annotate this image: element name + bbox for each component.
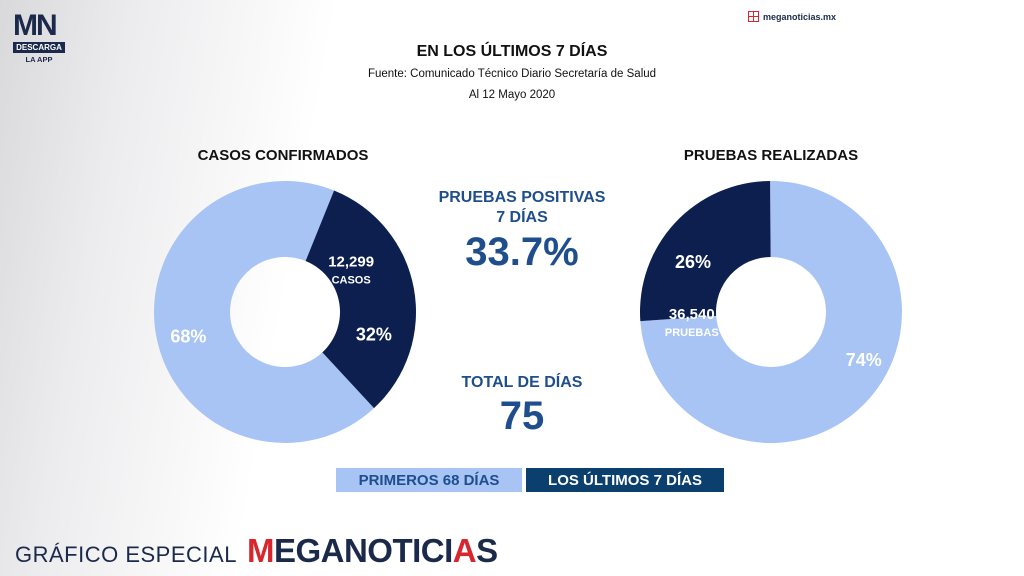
total-days-label: TOTAL DE DÍAS — [461, 374, 583, 391]
source-text: Fuente: Comunicado Técnico Diario Secret… — [367, 68, 657, 80]
label-casos-ultimos-value: 12,299 — [328, 254, 374, 271]
site-url: meganoticias.mx — [762, 11, 836, 22]
footer-special-text: GRÁFICO ESPECIAL — [15, 542, 237, 567]
total-days-value: 75 — [499, 394, 545, 438]
site-logo-icon — [747, 11, 759, 22]
label-pruebas-ultimos-pct: 26% — [675, 252, 711, 272]
donut-chart-pruebas: 74% 26% 36,540 PRUEBAS — [640, 181, 902, 443]
footer-logo-a: A — [452, 532, 477, 569]
mn-logo-sub: LA APP — [25, 55, 53, 64]
mn-logo-bar: DESCARGA — [13, 42, 65, 53]
mn-logo-letters: MN — [13, 9, 58, 42]
label-casos-ultimos-unit: CASOS — [332, 275, 371, 287]
date-text: Al 12 Mayo 2020 — [468, 89, 556, 101]
footer-brand: GRÁFICO ESPECIAL MEGANOTICIAS — [15, 532, 498, 570]
donut-chart-casos: 68% 32% 12,299 CASOS — [154, 180, 416, 443]
slice-casos-ultimos — [305, 190, 416, 409]
footer-logo-s: S — [476, 532, 498, 569]
footer-logo-text: MEGANOTICIAS — [247, 532, 498, 570]
label-pruebas-ultimos-unit: PRUEBAS — [665, 327, 719, 339]
mn-logo[interactable]: MN DESCARGA LA APP — [13, 9, 65, 64]
legend-first-68-days: PRIMEROS 68 DÍAS — [336, 468, 522, 492]
slice-pruebas-primeros — [640, 181, 902, 443]
positive-label-line1: PRUEBAS POSITIVAS — [438, 189, 606, 206]
label-pruebas-primeros-pct: 74% — [846, 350, 882, 370]
footer-logo-mid: EGANOTICI — [273, 532, 453, 569]
positive-label: PRUEBAS POSITIVAS 7 DÍAS — [402, 188, 642, 228]
footer-logo-m: M — [246, 532, 275, 569]
positive-label-line2: 7 DÍAS — [496, 209, 548, 226]
label-casos-ultimos-pct: 32% — [356, 325, 392, 345]
slice-pruebas-ultimos — [640, 181, 771, 322]
page-title: EN LOS ÚLTIMOS 7 DÍAS — [416, 43, 608, 60]
legend-last-7-days: LOS ÚLTIMOS 7 DÍAS — [526, 468, 724, 492]
label-casos-primeros-pct: 68% — [170, 327, 206, 347]
slice-casos-primeros — [154, 180, 375, 443]
chart-title-casos: CASOS CONFIRMADOS — [197, 147, 369, 164]
chart-title-pruebas: PRUEBAS REALIZADAS — [683, 147, 859, 164]
positive-value: 33.7% — [465, 230, 579, 274]
site-badge[interactable]: meganoticias.mx — [747, 11, 836, 22]
label-pruebas-ultimos-value: 36,540 — [669, 306, 715, 323]
